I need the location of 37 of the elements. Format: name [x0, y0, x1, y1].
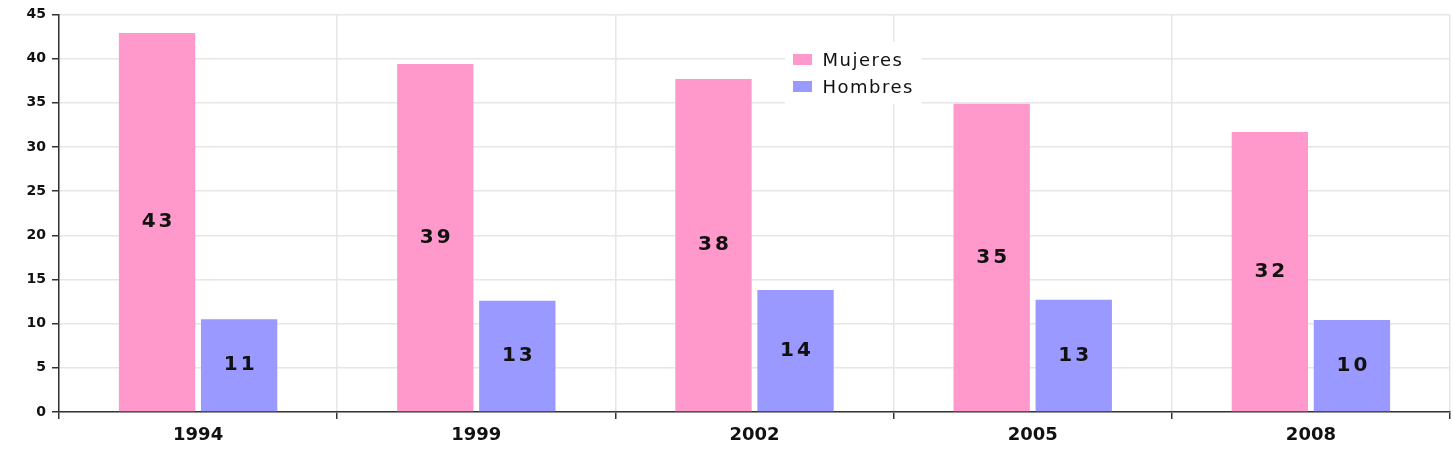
data-label: 13 [1058, 341, 1093, 366]
y-tick-label: 20 [26, 225, 47, 242]
y-tick-label: 30 [26, 137, 47, 154]
data-label: 38 [698, 231, 732, 256]
x-tick-label: 2005 [1007, 423, 1058, 445]
data-label: 14 [780, 336, 814, 361]
y-tick-label: 40 [26, 49, 47, 66]
bar [397, 63, 474, 412]
x-tick-label: 1999 [451, 423, 502, 445]
bar [675, 78, 752, 412]
bar [200, 319, 278, 412]
data-label: 11 [223, 351, 258, 376]
data-label: 10 [1336, 351, 1371, 376]
x-tick-label: 2008 [1285, 423, 1336, 445]
bar [757, 290, 834, 412]
legend-label: Hombres [822, 76, 914, 98]
data-label: 13 [501, 342, 536, 367]
data-label: 32 [1254, 257, 1289, 282]
x-tick-label: 2002 [729, 423, 780, 445]
bar [479, 300, 556, 412]
y-tick-label: 35 [26, 93, 46, 110]
y-tick-label: 10 [26, 314, 47, 331]
bar [1035, 299, 1112, 412]
bar [953, 103, 1030, 412]
y-tick-label: 15 [26, 270, 46, 287]
y-tick-label: 0 [36, 402, 47, 419]
data-label: 39 [419, 223, 454, 248]
data-label: 43 [141, 208, 176, 233]
legend-label: Mujeres [822, 49, 904, 71]
data-label: 35 [976, 243, 1011, 268]
y-tick-label: 25 [26, 181, 46, 198]
x-tick-label: 1994 [173, 423, 224, 445]
y-tick-label: 5 [36, 358, 46, 375]
bar [1313, 320, 1391, 412]
bar [118, 32, 196, 412]
y-tick-label: 45 [26, 5, 46, 22]
bar [1231, 131, 1309, 412]
